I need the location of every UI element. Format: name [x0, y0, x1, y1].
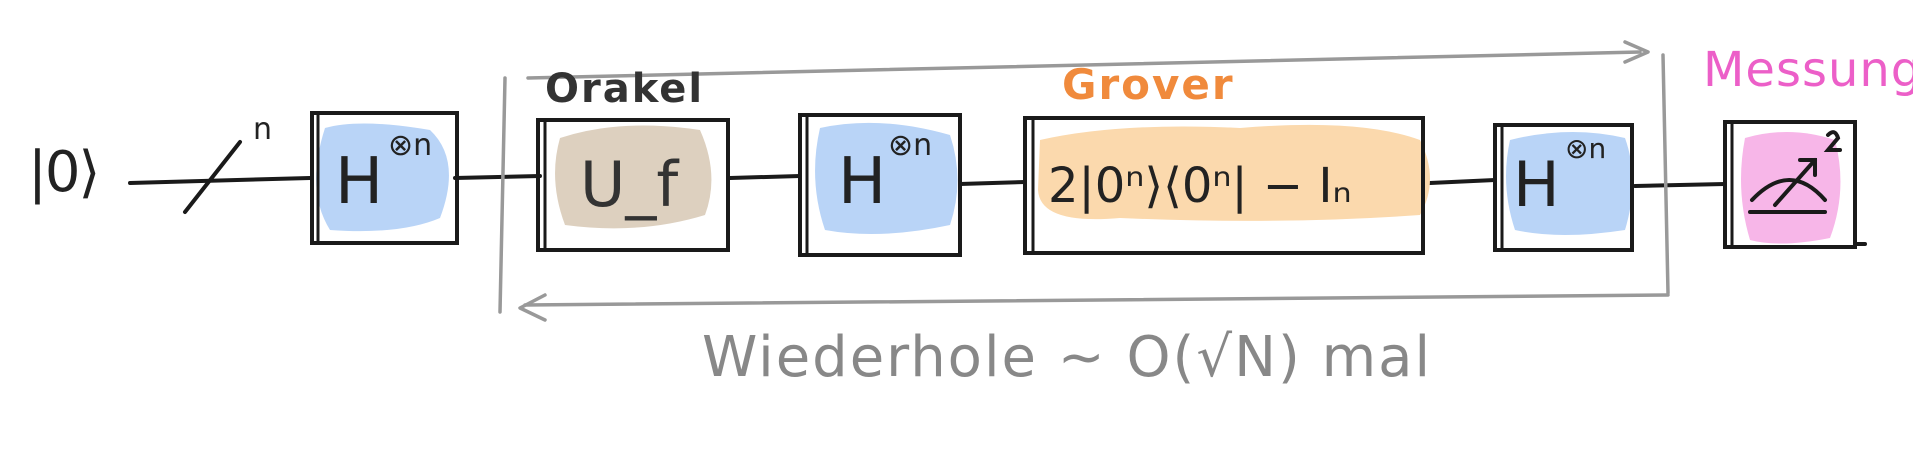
diffusion-operator-text: 2|0ⁿ⟩⟨0ⁿ| − Iₙ: [1048, 158, 1352, 214]
grover-label: Grover: [1062, 60, 1235, 109]
repeat-count-label: Wiederhole ~ O(√N) mal: [702, 325, 1433, 390]
measurement-gate: [1723, 120, 1857, 249]
diffusion-gate: [1023, 116, 1430, 255]
register-size-label: n: [253, 112, 273, 147]
oracle-symbol: U_f: [580, 148, 679, 221]
oracle-gate: [536, 118, 730, 252]
hadamard-gate-2: [798, 113, 962, 257]
hadamard-2-symbol: H: [838, 145, 887, 219]
input-state-label: |0⟩: [28, 140, 100, 205]
hadamard-gate-1: [310, 111, 459, 245]
quantum-wire: [128, 174, 1867, 246]
repeat-loop-outline: [498, 40, 1670, 322]
hadamard-3-exponent: ⊗n: [1565, 132, 1607, 165]
meter-icon: [1748, 130, 1842, 214]
register-slash: [183, 140, 242, 214]
hadamard-gate-3: [1493, 123, 1634, 252]
hadamard-1-symbol: H: [335, 145, 384, 219]
orakel-label: Orakel: [545, 66, 705, 112]
hadamard-2-exponent: ⊗n: [888, 128, 933, 163]
messung-label: Messung: [1703, 42, 1913, 98]
hadamard-3-symbol: H: [1513, 148, 1560, 221]
hadamard-1-exponent: ⊗n: [388, 128, 433, 163]
